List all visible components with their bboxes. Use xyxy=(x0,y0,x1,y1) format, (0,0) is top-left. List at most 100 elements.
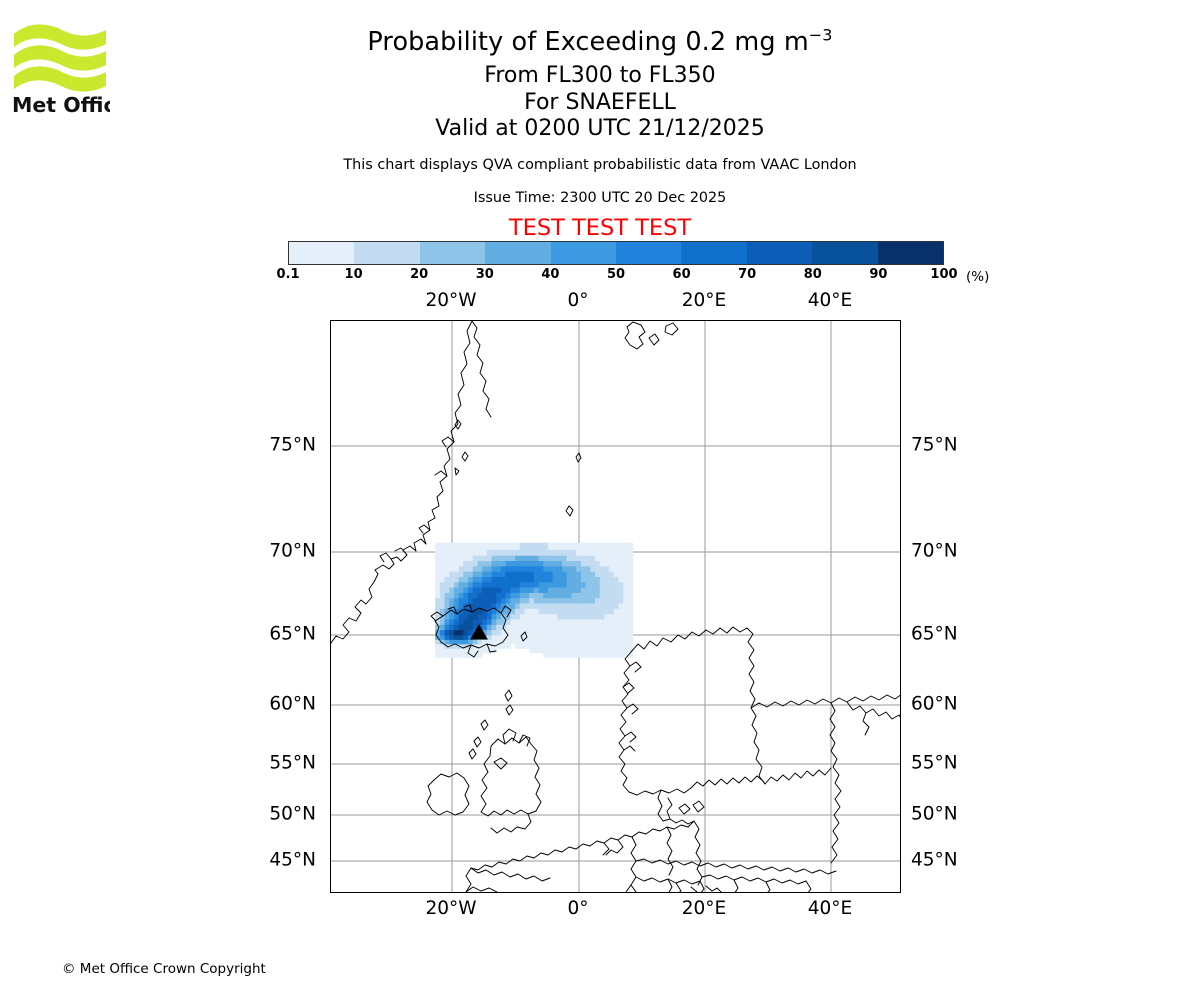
plume-cell xyxy=(439,603,445,609)
plume-cell xyxy=(468,576,474,583)
plume-cell xyxy=(552,542,558,550)
plume-cell xyxy=(482,648,488,654)
plume-cell xyxy=(604,576,610,583)
plume-cell xyxy=(609,613,615,620)
plume-cell xyxy=(580,652,586,658)
plume-cell xyxy=(505,576,511,583)
plume-cell xyxy=(538,635,544,640)
plume-cell xyxy=(449,629,455,636)
lat-label-left-70: 70°N xyxy=(269,540,316,562)
plume-cell xyxy=(533,629,539,636)
plume-cell xyxy=(604,648,610,654)
plume-cell xyxy=(604,603,610,609)
plume-cell xyxy=(566,576,572,583)
plume-cell xyxy=(599,624,605,631)
plume-cell xyxy=(566,624,572,631)
plume-cell xyxy=(552,648,558,654)
plume-cell xyxy=(576,635,582,640)
plume-cell xyxy=(538,643,544,649)
plume-cell xyxy=(590,597,596,604)
plume-cell xyxy=(463,597,469,604)
plume-cell xyxy=(515,560,521,567)
plume-cell xyxy=(623,613,629,620)
colorbar-gradient xyxy=(288,241,944,265)
plume-cell xyxy=(515,624,521,631)
plume-cell xyxy=(500,571,507,577)
plume-cell xyxy=(435,648,441,654)
plume-cell xyxy=(449,549,455,556)
plume-cell xyxy=(529,555,535,562)
plume-cell xyxy=(547,587,554,593)
plume-cell xyxy=(500,542,507,550)
plume-cell xyxy=(618,542,624,550)
plume-cell xyxy=(524,587,530,593)
plume-cell xyxy=(604,619,610,625)
plume-cell xyxy=(576,639,582,645)
colorbar-segment-0 xyxy=(289,242,355,264)
plume-cell xyxy=(472,581,478,588)
plume-cell xyxy=(599,603,605,609)
plume-cell xyxy=(627,619,634,625)
plume-cell xyxy=(552,635,558,640)
plume-cell xyxy=(543,635,549,640)
plume-cell xyxy=(496,639,502,645)
plume-cell xyxy=(613,592,619,599)
plume-cell xyxy=(458,560,464,567)
plume-cell xyxy=(604,587,610,593)
plume-cell xyxy=(482,555,488,562)
plume-cell xyxy=(472,603,478,609)
plume-cell xyxy=(595,624,601,631)
ash-probability-plume xyxy=(435,542,634,658)
plume-cell xyxy=(585,542,591,550)
plume-cell xyxy=(543,624,549,631)
plume-cell xyxy=(519,592,525,599)
plume-cell xyxy=(458,565,464,572)
colorbar-tick-50: 50 xyxy=(606,267,626,282)
plume-cell xyxy=(439,597,445,604)
plume-cell xyxy=(496,542,502,550)
plume-cell xyxy=(595,592,601,599)
plume-cell xyxy=(453,565,460,572)
plume-cell xyxy=(576,624,582,631)
plume-cell xyxy=(500,555,507,562)
plume-cell xyxy=(519,635,525,640)
volcano-source-marker[interactable] xyxy=(470,623,488,640)
plume-cell xyxy=(510,571,516,577)
plume-cell xyxy=(496,635,502,640)
logo-waves xyxy=(14,24,106,92)
plume-cell xyxy=(486,643,492,649)
colorbar-segment-6 xyxy=(681,242,747,264)
colorbar-tick-40: 40 xyxy=(541,267,560,282)
plume-cell xyxy=(538,629,544,636)
plume-cell xyxy=(590,648,596,654)
plume-cell xyxy=(435,639,441,645)
plume-cell xyxy=(453,581,460,588)
plume-cell xyxy=(571,643,577,649)
plume-cell xyxy=(538,542,544,550)
plume-cell xyxy=(538,603,544,609)
plume-cell xyxy=(444,635,450,640)
plume-cell xyxy=(543,619,549,625)
plume-cell xyxy=(496,643,502,649)
plume-cell xyxy=(491,597,497,604)
plume-cell xyxy=(557,560,563,567)
plume-cell xyxy=(529,643,535,649)
plume-cell xyxy=(519,581,525,588)
plume-cell xyxy=(613,549,619,556)
plume-cell xyxy=(609,549,615,556)
plume-cell xyxy=(609,576,615,583)
plume-cell xyxy=(547,635,554,640)
plume-cell xyxy=(571,624,577,631)
met-office-logo: Met Office xyxy=(12,20,110,115)
plume-cell xyxy=(618,619,624,625)
plume-cell xyxy=(486,592,492,599)
plume-cell xyxy=(623,542,629,550)
plume-cell xyxy=(477,581,483,588)
plume-cell xyxy=(486,565,492,572)
plume-cell xyxy=(453,549,460,556)
plume-cell xyxy=(538,608,544,615)
plume-cell xyxy=(580,624,586,631)
plume-cell xyxy=(515,597,521,604)
plume-cell xyxy=(609,643,615,649)
plume-cell xyxy=(613,542,619,550)
